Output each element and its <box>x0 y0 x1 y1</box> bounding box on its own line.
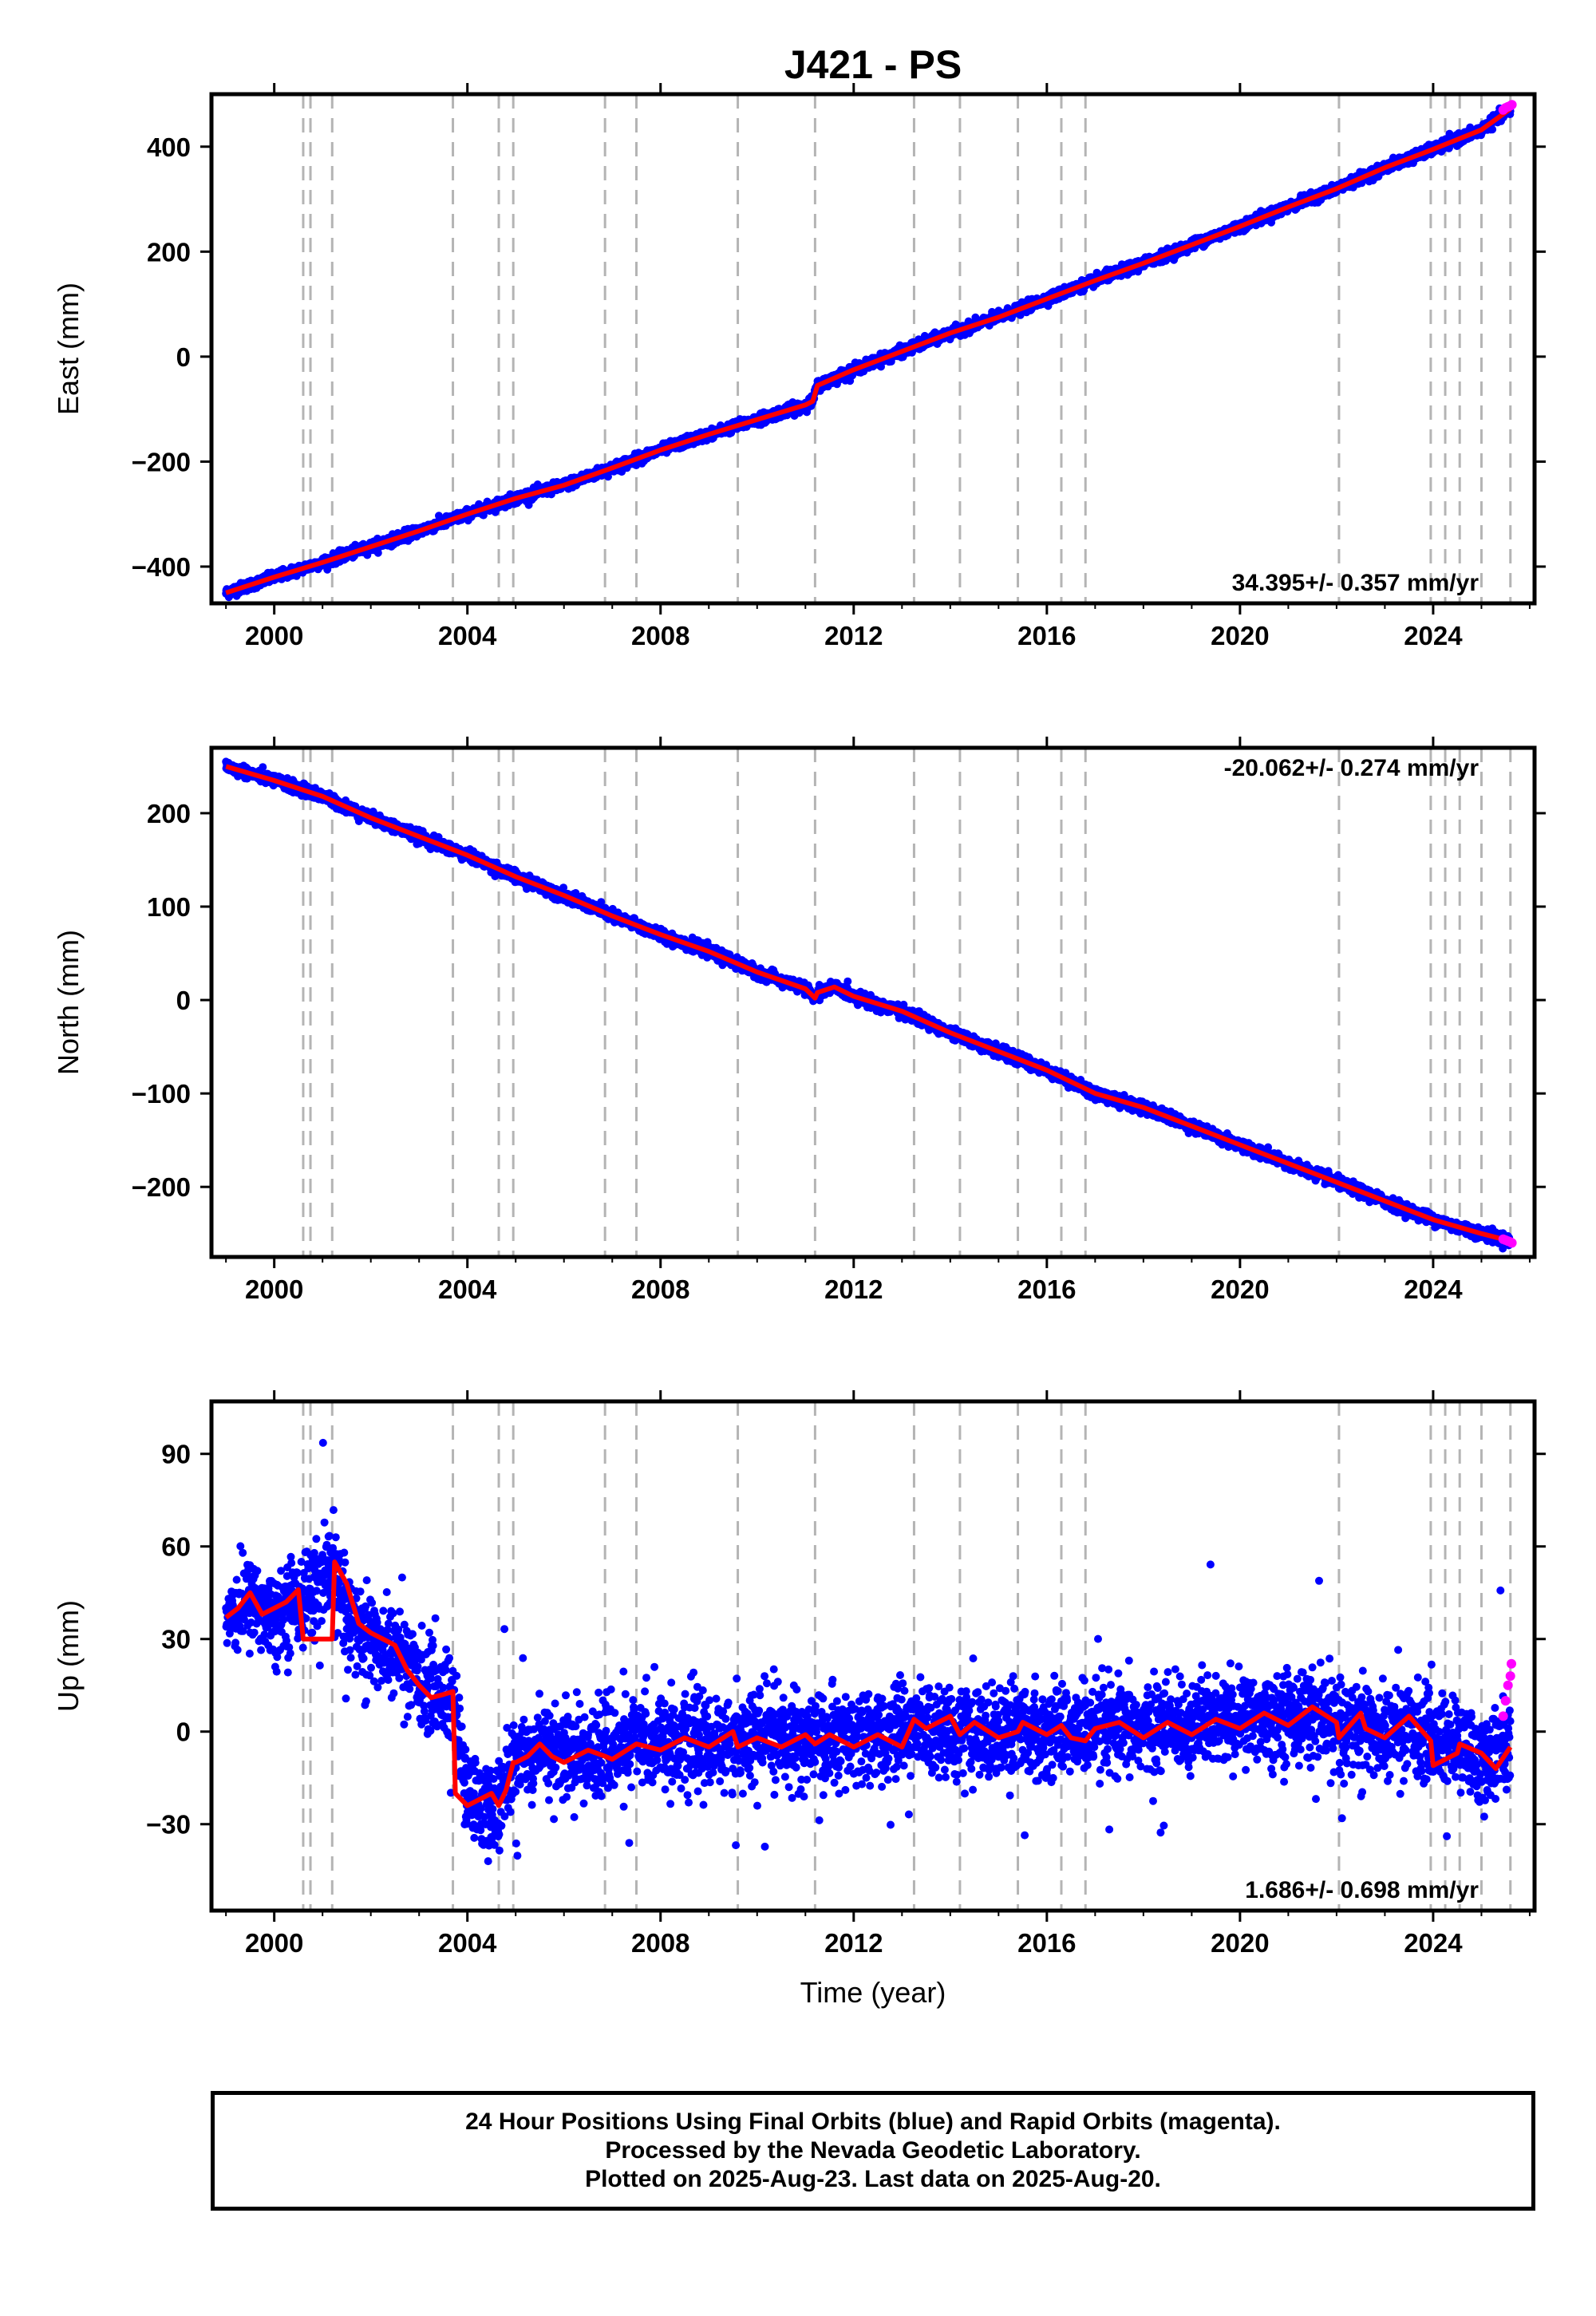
final-orbit-point <box>1488 125 1497 134</box>
panel-data <box>222 757 1517 1253</box>
y-tick-label: −400 <box>132 552 191 582</box>
x-tick-label: 2016 <box>1017 621 1076 650</box>
x-tick-label: 2024 <box>1404 621 1463 650</box>
panel-data <box>222 100 1517 602</box>
y-tick-label: 0 <box>176 342 191 372</box>
model-fit-line <box>225 106 1512 595</box>
y-tick-label: 400 <box>147 132 191 162</box>
x-tick-label: 2008 <box>631 621 689 650</box>
panel-north: 2000 2004 2008 2012 2016 2020 2024−200−1000100… <box>52 737 1546 1304</box>
x-tick-label: 2000 <box>245 621 303 650</box>
panel-east: 2000 2004 2008 2012 2016 2020 2024 −400 −200 0 200… <box>52 83 1546 650</box>
x-tick-label: 2012 <box>824 621 883 650</box>
rapid-orbit-point <box>1507 100 1517 110</box>
x-tick-label: 2020 <box>1211 621 1269 650</box>
panel-frame <box>209 92 1537 606</box>
final-orbit-point <box>259 763 267 772</box>
final-orbit-points <box>222 103 1515 602</box>
y-tick-label: 200 <box>147 237 191 267</box>
x-tick-label: 2004 <box>438 621 497 650</box>
velocity-rate-label: 34.395+/- 0.357 mm/yr <box>1232 570 1479 596</box>
y-axis-label: East (mm) <box>52 283 85 415</box>
y-tick-label: −200 <box>132 447 191 476</box>
figure-title: J421 - PS <box>784 42 962 87</box>
